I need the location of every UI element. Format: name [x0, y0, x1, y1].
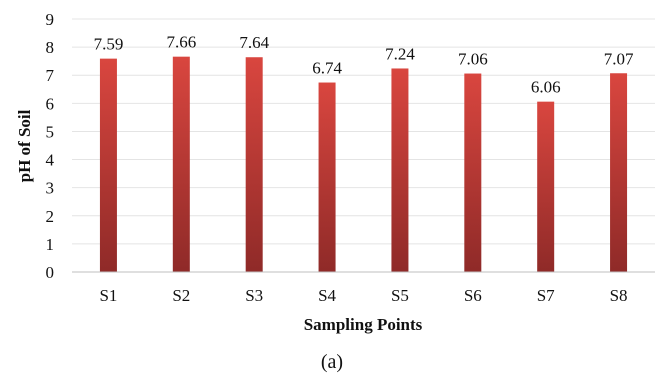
data-label-s1: 7.59: [94, 35, 124, 54]
data-label-s8: 7.07: [604, 49, 634, 68]
axes: 0 1 2 3 4 5 6 7 8 9 S1 S2 S3 S4 S5 S6 S7 S8: [46, 10, 655, 305]
y-tick-label: 5: [46, 122, 55, 141]
y-tick-label: 7: [46, 66, 55, 85]
data-labels: 7.59 7.66 7.64 6.74 7.24 7.06 6.06 7.07: [94, 33, 634, 97]
y-tick-label: 1: [46, 235, 55, 254]
bars: [99, 56, 628, 273]
data-label-s3: 7.64: [239, 33, 269, 52]
x-tick-label-s2: S2: [172, 286, 190, 305]
data-label-s6: 7.06: [458, 50, 488, 69]
x-axis-title: Sampling Points: [304, 315, 423, 334]
bar-s1: [99, 58, 117, 273]
bar-s3: [245, 57, 263, 272]
bar-s8: [610, 73, 628, 272]
x-tick-label-s7: S7: [537, 286, 555, 305]
bar-s7: [537, 101, 555, 272]
x-tick-label-s5: S5: [391, 286, 409, 305]
x-tick-label-s3: S3: [245, 286, 263, 305]
x-tick-label-s6: S6: [464, 286, 482, 305]
bar-s6: [464, 73, 482, 272]
data-label-s5: 7.24: [385, 44, 415, 63]
y-tick-label: 9: [46, 10, 55, 29]
bar-s2: [172, 56, 190, 273]
y-tick-label: 4: [46, 151, 55, 170]
x-tick-label-s4: S4: [318, 286, 336, 305]
y-tick-label: 6: [46, 94, 55, 113]
y-axis-title: pH of Soil: [15, 109, 34, 182]
data-label-s7: 6.06: [531, 78, 561, 97]
bar-s4: [318, 82, 336, 272]
bar-s5: [391, 68, 409, 272]
x-tick-label-s1: S1: [99, 286, 117, 305]
data-label-s4: 6.74: [312, 59, 342, 78]
figure-caption: (a): [321, 351, 343, 373]
y-tick-label: 0: [46, 263, 55, 282]
x-tick-label-s8: S8: [610, 286, 628, 305]
y-tick-label: 2: [46, 207, 55, 226]
y-tick-label: 3: [46, 179, 55, 198]
gridlines: [72, 18, 655, 245]
y-tick-label: 8: [46, 38, 55, 57]
data-label-s2: 7.66: [166, 33, 196, 52]
